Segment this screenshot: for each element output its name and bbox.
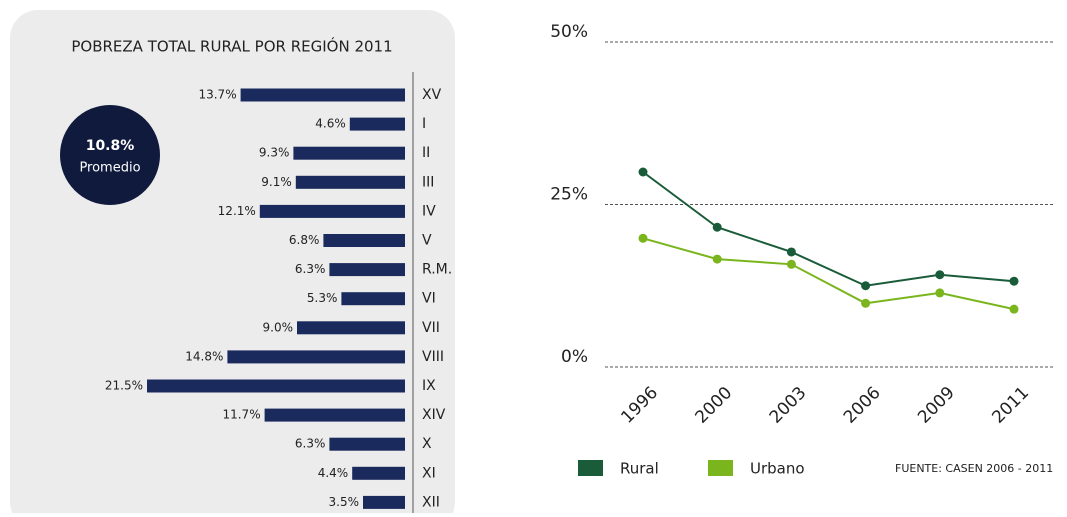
value-label: 6.3% (295, 437, 326, 451)
value-label: 14.8% (185, 349, 223, 363)
value-label: 9.1% (261, 175, 292, 189)
source: FUENTE: CASEN 2006 - 2011 (895, 462, 1053, 475)
category-label: XIV (422, 407, 446, 423)
value-label: 9.3% (259, 146, 290, 160)
x-tick-label: 2000 (692, 383, 737, 428)
value-label: 4.6% (315, 117, 346, 131)
category-label: IV (422, 203, 436, 219)
bar (349, 117, 405, 131)
chart-title: POBREZA TOTAL RURAL POR REGIÓN 2011 (71, 37, 392, 56)
value-label: 3.5% (329, 495, 360, 509)
bar (295, 175, 405, 189)
bar (293, 146, 405, 160)
value-label: 12.1% (218, 204, 256, 218)
point (638, 167, 648, 177)
bar (323, 234, 405, 247)
category-label: V (422, 233, 432, 249)
bar (240, 88, 405, 102)
category-label: XII (422, 494, 440, 510)
panel (10, 10, 455, 517)
point (712, 222, 722, 232)
value-label: 11.7% (222, 408, 260, 422)
category-label: R.M. (422, 262, 452, 278)
x-tick-label: 2011 (988, 383, 1033, 428)
value-label: 6.8% (289, 233, 320, 247)
point (1009, 276, 1019, 286)
point (1009, 304, 1019, 314)
x-tick-label: 2003 (766, 383, 811, 428)
value-label: 4.4% (318, 466, 349, 480)
point (712, 254, 722, 264)
bar (259, 204, 405, 218)
bar (147, 379, 405, 393)
legend-swatch (578, 460, 603, 476)
legend-label: Urbano (750, 460, 805, 478)
average-label: Promedio (79, 161, 140, 176)
category-label: VIII (422, 349, 444, 365)
value-label: 21.5% (105, 379, 143, 393)
bar (297, 321, 405, 335)
x-tick-label: 1996 (617, 383, 662, 428)
average-value: 10.8% (86, 138, 135, 154)
bar (329, 263, 405, 277)
point (935, 288, 945, 298)
point (786, 247, 796, 257)
bar (227, 350, 405, 364)
y-tick-label: 0% (561, 347, 588, 367)
bar (329, 437, 405, 451)
category-label: XI (422, 465, 436, 481)
value-label: 13.7% (198, 88, 236, 102)
category-label: II (422, 145, 430, 161)
bar (264, 408, 405, 422)
category-label: XV (422, 87, 442, 103)
series-line (642, 171, 1015, 287)
bar (341, 292, 405, 306)
average-badge (60, 105, 160, 205)
x-tick-label: 2006 (840, 383, 885, 428)
point (861, 298, 871, 308)
category-label: VII (422, 320, 440, 336)
category-label: X (422, 436, 432, 452)
series-line (642, 237, 1015, 311)
bar (352, 466, 405, 480)
y-tick-label: 50% (550, 22, 588, 42)
category-label: I (422, 116, 426, 132)
point (638, 233, 648, 243)
category-label: VI (422, 291, 436, 307)
legend-swatch (708, 460, 733, 476)
bar (363, 495, 405, 509)
point (861, 281, 871, 291)
value-label: 5.3% (307, 291, 338, 305)
category-label: IX (422, 378, 436, 394)
point (935, 270, 945, 280)
value-label: 9.0% (263, 320, 294, 334)
value-label: 6.3% (295, 262, 326, 276)
y-tick-label: 25% (550, 185, 588, 205)
x-tick-label: 2009 (914, 383, 959, 428)
legend-label: Rural (620, 460, 659, 478)
point (786, 259, 796, 269)
category-label: III (422, 174, 434, 190)
